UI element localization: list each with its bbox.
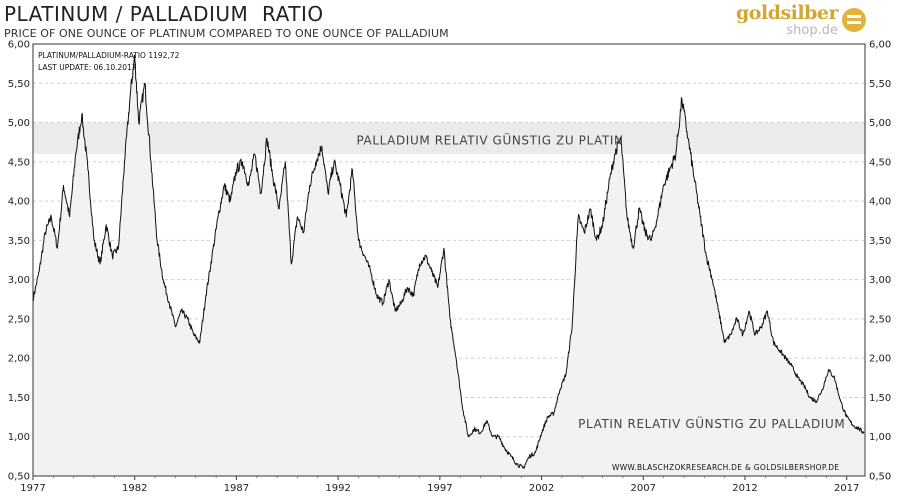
y-tick-label-left: 5,00 — [8, 118, 30, 129]
x-tick-label: 1977 — [20, 483, 45, 494]
x-tick-label: 2017 — [834, 483, 859, 494]
y-tick-label-right: 5,50 — [869, 79, 891, 90]
page-title: PLATINUM / PALLADIUM RATIO — [4, 2, 324, 26]
x-tick-label: 2012 — [732, 483, 757, 494]
x-tick-label: 2002 — [529, 483, 554, 494]
annotation-palladium-cheap: PALLADIUM RELATIV GÜNSTIG ZU PLATIN — [356, 132, 623, 148]
source-credit: WWW.BLASCHZOKRESEARCH.DE & GOLDSILBERSHO… — [612, 463, 839, 472]
y-tick-label-left: 3,50 — [8, 236, 30, 247]
y-tick-label-right: 4,00 — [869, 197, 891, 208]
info-update-text: LAST UPDATE: 06.10.2017 — [38, 63, 137, 72]
page-subtitle: PRICE OF ONE OUNCE OF PLATINUM COMPARED … — [4, 27, 449, 40]
y-tick-label-left: 1,50 — [8, 393, 30, 404]
series-line — [32, 54, 865, 469]
y-tick-label-left: 2,00 — [8, 354, 30, 365]
y-tick-label-right: 3,00 — [869, 275, 891, 286]
x-tick-label: 1982 — [122, 483, 147, 494]
y-tick-label-left: 6,00 — [8, 40, 30, 51]
logo-text: goldsilber — [736, 2, 838, 24]
plot-frame — [32, 43, 866, 477]
y-tick-label-right: 6,00 — [869, 40, 891, 51]
y-tick-label-left: 3,00 — [8, 275, 30, 286]
y-tick-label-left: 2,50 — [8, 314, 30, 325]
x-tick-label: 1992 — [325, 483, 350, 494]
x-tick-label: 1997 — [427, 483, 452, 494]
y-tick-label-left: 5,50 — [8, 79, 30, 90]
highlight-band — [33, 122, 865, 154]
x-tick-label: 1987 — [224, 483, 249, 494]
y-tick-label-left: 1,00 — [8, 432, 30, 443]
y-tick-label-right: 2,50 — [869, 314, 891, 325]
y-tick-label-right: 0,50 — [869, 472, 891, 483]
brand-logo: goldsilber shop.de — [736, 2, 870, 42]
y-tick-label-right: 3,50 — [869, 236, 891, 247]
x-tick-label: 2007 — [631, 483, 656, 494]
logo-subtext: shop.de — [786, 23, 838, 38]
y-tick-label-left: 4,00 — [8, 197, 30, 208]
y-tick-label-right: 1,00 — [869, 432, 891, 443]
y-tick-label-right: 4,50 — [869, 157, 891, 168]
annotation-platinum-cheap: PLATIN RELATIV GÜNSTIG ZU PALLADIUM — [578, 415, 845, 431]
y-tick-label-left: 0,50 — [8, 472, 30, 483]
info-ratio-text: PLATINUM/PALLADIUM-RATIO 1192,72 — [38, 51, 180, 60]
y-tick-label-left: 4,50 — [8, 157, 30, 168]
y-tick-label-right: 5,00 — [869, 118, 891, 129]
series-area — [33, 55, 864, 476]
y-tick-label-right: 1,50 — [869, 393, 891, 404]
coin-icon — [842, 8, 866, 32]
y-tick-label-right: 2,00 — [869, 354, 891, 365]
